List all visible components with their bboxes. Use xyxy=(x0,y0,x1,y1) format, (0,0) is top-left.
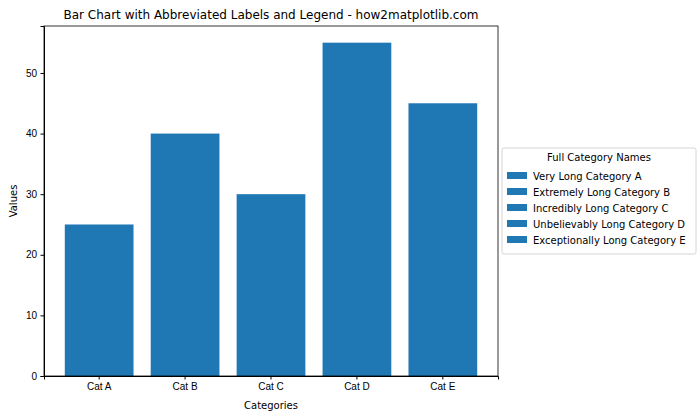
legend-title: Full Category Names xyxy=(547,152,651,163)
x-tick-label: Cat C xyxy=(258,381,284,392)
x-tick-mark xyxy=(271,376,272,380)
bar xyxy=(323,43,392,376)
y-tick-mark xyxy=(41,134,45,135)
x-tick: Cat B xyxy=(173,376,198,392)
y-tick: 20 xyxy=(26,249,44,260)
y-tick: 10 xyxy=(26,310,44,321)
x-tick: Cat E xyxy=(430,376,455,392)
x-tick-mark xyxy=(442,376,443,380)
y-tick-label: 40 xyxy=(26,128,38,139)
y-tick-mark xyxy=(41,194,45,195)
y-tick-mark xyxy=(41,73,45,74)
title: Bar Chart with Abbreviated Labels and Le… xyxy=(64,8,479,22)
legend-swatch xyxy=(507,236,527,243)
x-tick: Cat D xyxy=(344,376,370,392)
x-tick-label: Cat B xyxy=(173,381,198,392)
x-tick-mark xyxy=(185,376,186,380)
y-tick-label: 0 xyxy=(31,371,37,382)
legend-swatch xyxy=(507,188,527,195)
x-tick-mark xyxy=(356,376,357,380)
bar xyxy=(151,134,220,376)
x-tick-label: Cat E xyxy=(430,381,455,392)
y-tick: 40 xyxy=(26,128,44,139)
x-tick: Cat A xyxy=(87,376,112,392)
x-tick: Cat C xyxy=(258,376,284,392)
legend-swatch xyxy=(507,172,527,179)
x-axis: Cat A Cat B Cat C Cat D Cat E xyxy=(45,376,499,392)
legend: Full Category Names Very Long Category A E… xyxy=(502,148,696,254)
bar xyxy=(237,194,306,376)
y-tick-label: 30 xyxy=(26,189,38,200)
legend-swatch xyxy=(507,220,527,227)
legend-box xyxy=(502,148,696,254)
x-axis-title: Categories xyxy=(244,400,298,411)
legend-label: Incredibly Long Category C xyxy=(533,203,668,214)
y-tick-mark xyxy=(41,255,45,256)
x-tick-label: Cat D xyxy=(344,381,370,392)
plot-frame xyxy=(44,26,498,376)
y-tick-label: 10 xyxy=(26,310,38,321)
y-tick: 30 xyxy=(26,189,44,200)
plot: 0 10 20 30 40 50 Cat A Cat B Cat C Cat D Cat E xyxy=(26,26,499,392)
y-tick-label: 50 xyxy=(26,68,38,79)
y-tick-label: 20 xyxy=(26,249,38,260)
x-tick-label: Cat A xyxy=(87,381,112,392)
y-axis: 0 10 20 30 40 50 xyxy=(26,27,45,382)
bars xyxy=(65,43,477,376)
legend-label: Unbelievably Long Category D xyxy=(533,219,685,230)
chart: 0 10 20 30 40 50 Cat A Cat B Cat C Cat D Cat E Bar … xyxy=(0,0,700,420)
x-axis-line xyxy=(45,377,499,380)
y-tick: 50 xyxy=(26,68,44,79)
x-tick-mark xyxy=(99,376,100,380)
bar xyxy=(408,103,477,376)
y-tick: 0 xyxy=(31,371,44,382)
y-tick-mark xyxy=(41,315,45,316)
legend-label: Exceptionally Long Category E xyxy=(533,235,686,246)
legend-label: Extremely Long Category B xyxy=(533,187,670,198)
y-axis-title: Values xyxy=(8,185,19,218)
bar xyxy=(65,224,134,376)
y-tick-mark xyxy=(41,376,45,377)
legend-label: Very Long Category A xyxy=(533,171,642,182)
legend-swatch xyxy=(507,204,527,211)
